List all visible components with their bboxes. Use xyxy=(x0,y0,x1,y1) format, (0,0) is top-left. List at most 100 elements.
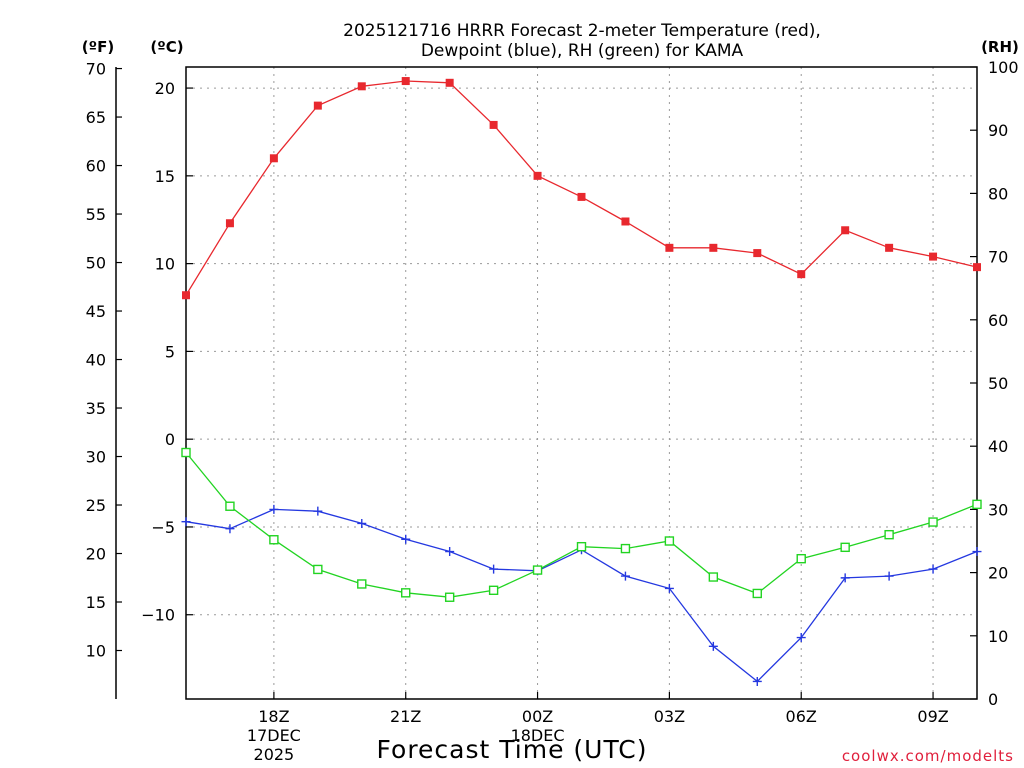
fahrenheit-tick-label: 25 xyxy=(86,496,106,515)
celsius-unit-label: (ºC) xyxy=(150,38,183,56)
temperature-point xyxy=(797,270,806,279)
x-tick-label: 09Z xyxy=(917,707,948,726)
x-tick-label: 00Z xyxy=(522,707,553,726)
rh-tick-label: 60 xyxy=(988,311,1008,330)
rh-point xyxy=(664,536,675,546)
fahrenheit-tick-label: 60 xyxy=(86,157,106,176)
dewpoint-point xyxy=(489,564,499,574)
rh-point xyxy=(796,553,806,564)
temperature-point xyxy=(885,243,894,252)
dewpoint-point xyxy=(884,571,894,581)
dewpoint-point xyxy=(225,524,235,534)
fahrenheit-tick-label: 45 xyxy=(86,302,106,321)
chart-title-line1: 2025121716 HRRR Forecast 2-meter Tempera… xyxy=(343,21,821,41)
rh-point xyxy=(488,585,499,595)
rh-point xyxy=(357,579,367,589)
rh-tick-label: 40 xyxy=(988,437,1008,456)
temperature-point xyxy=(445,78,454,87)
temperature-line xyxy=(185,80,978,296)
celsius-tick-label: 10 xyxy=(155,255,175,274)
rh-point xyxy=(840,542,850,553)
rh-tick-label: 100 xyxy=(988,58,1019,77)
x-tick-label: 03Z xyxy=(654,707,685,726)
temperature-point xyxy=(929,252,938,261)
fahrenheit-tick-label: 55 xyxy=(86,205,106,224)
fahrenheit-unit-label: (ºF) xyxy=(82,38,114,56)
dewpoint-point xyxy=(796,633,806,643)
temperature-point xyxy=(973,263,981,272)
temperature-point xyxy=(753,249,762,258)
temperature-point xyxy=(489,120,498,129)
rh-tick-label: 50 xyxy=(988,374,1008,393)
dewpoint-point xyxy=(357,518,367,528)
x-axis-title: Forecast Time (UTC) xyxy=(377,735,648,764)
plot-frame xyxy=(185,66,978,700)
fahrenheit-tick-label: 40 xyxy=(86,351,106,370)
rh-point xyxy=(532,565,543,575)
rh-tick-label: 10 xyxy=(988,627,1008,646)
rh-point xyxy=(444,592,455,602)
axes: −10−505101520101520253035404550556065700… xyxy=(86,58,1019,764)
celsius-tick-label: −5 xyxy=(151,518,175,537)
x-tick-label: 18Z xyxy=(258,707,289,726)
dewpoint-series xyxy=(181,504,982,686)
rh-point xyxy=(752,588,762,599)
dewpoint-point xyxy=(928,564,938,574)
rh-point xyxy=(884,529,894,540)
rh-point xyxy=(576,541,587,552)
data-series xyxy=(181,77,982,686)
rh-point xyxy=(269,535,279,545)
credit-text: coolwx.com/modelts xyxy=(842,747,1014,765)
fahrenheit-tick-label: 15 xyxy=(86,593,106,612)
celsius-tick-label: −10 xyxy=(141,606,175,625)
dewpoint-point xyxy=(445,547,455,557)
rh-tick-label: 90 xyxy=(988,121,1008,140)
chart-title-line2: Dewpoint (blue), RH (green) for KAMA xyxy=(421,41,744,61)
fahrenheit-tick-label: 70 xyxy=(86,60,106,79)
celsius-tick-label: 15 xyxy=(155,167,175,186)
dewpoint-point xyxy=(664,583,674,593)
x-tick-year-label: 2025 xyxy=(254,745,295,764)
dewpoint-point xyxy=(401,534,411,544)
rh-tick-label: 20 xyxy=(988,564,1008,583)
x-tick-label: 06Z xyxy=(786,707,817,726)
temperature-point xyxy=(621,217,630,226)
temperature-point xyxy=(225,219,234,228)
fahrenheit-tick-label: 30 xyxy=(86,448,106,467)
fahrenheit-tick-label: 65 xyxy=(86,108,106,127)
rh-point xyxy=(401,588,411,598)
dewpoint-point xyxy=(972,547,982,557)
dewpoint-point xyxy=(181,517,191,527)
rh-point xyxy=(928,517,938,527)
temperature-point xyxy=(182,291,190,300)
rh-line xyxy=(185,452,978,598)
dewpoint-point xyxy=(708,641,718,651)
fahrenheit-tick-label: 20 xyxy=(86,545,106,564)
temperature-point xyxy=(533,171,542,180)
celsius-tick-label: 5 xyxy=(165,342,175,361)
rh-tick-label: 70 xyxy=(988,248,1008,267)
gridlines xyxy=(186,67,977,699)
rh-unit-label: (RH) xyxy=(981,38,1019,56)
x-tick-date-label: 18DEC xyxy=(511,726,565,745)
dewpoint-point xyxy=(269,504,279,514)
temperature-point xyxy=(709,243,718,252)
celsius-tick-label: 0 xyxy=(165,430,175,449)
x-tick-date-label: 17DEC xyxy=(247,726,301,745)
fahrenheit-tick-label: 35 xyxy=(86,399,106,418)
temperature-point xyxy=(269,154,278,163)
rh-point xyxy=(225,501,235,511)
rh-point xyxy=(972,499,982,510)
dewpoint-point xyxy=(840,573,850,583)
dewpoint-point xyxy=(620,571,630,581)
celsius-tick-label: 20 xyxy=(155,79,175,98)
dewpoint-line xyxy=(185,508,978,683)
temperature-point xyxy=(665,243,674,252)
rh-tick-label: 0 xyxy=(988,690,998,709)
fahrenheit-tick-label: 10 xyxy=(86,642,106,661)
temperature-point xyxy=(841,226,850,235)
dewpoint-point xyxy=(752,676,762,686)
dewpoint-point xyxy=(313,506,323,516)
rh-tick-label: 30 xyxy=(988,500,1008,519)
